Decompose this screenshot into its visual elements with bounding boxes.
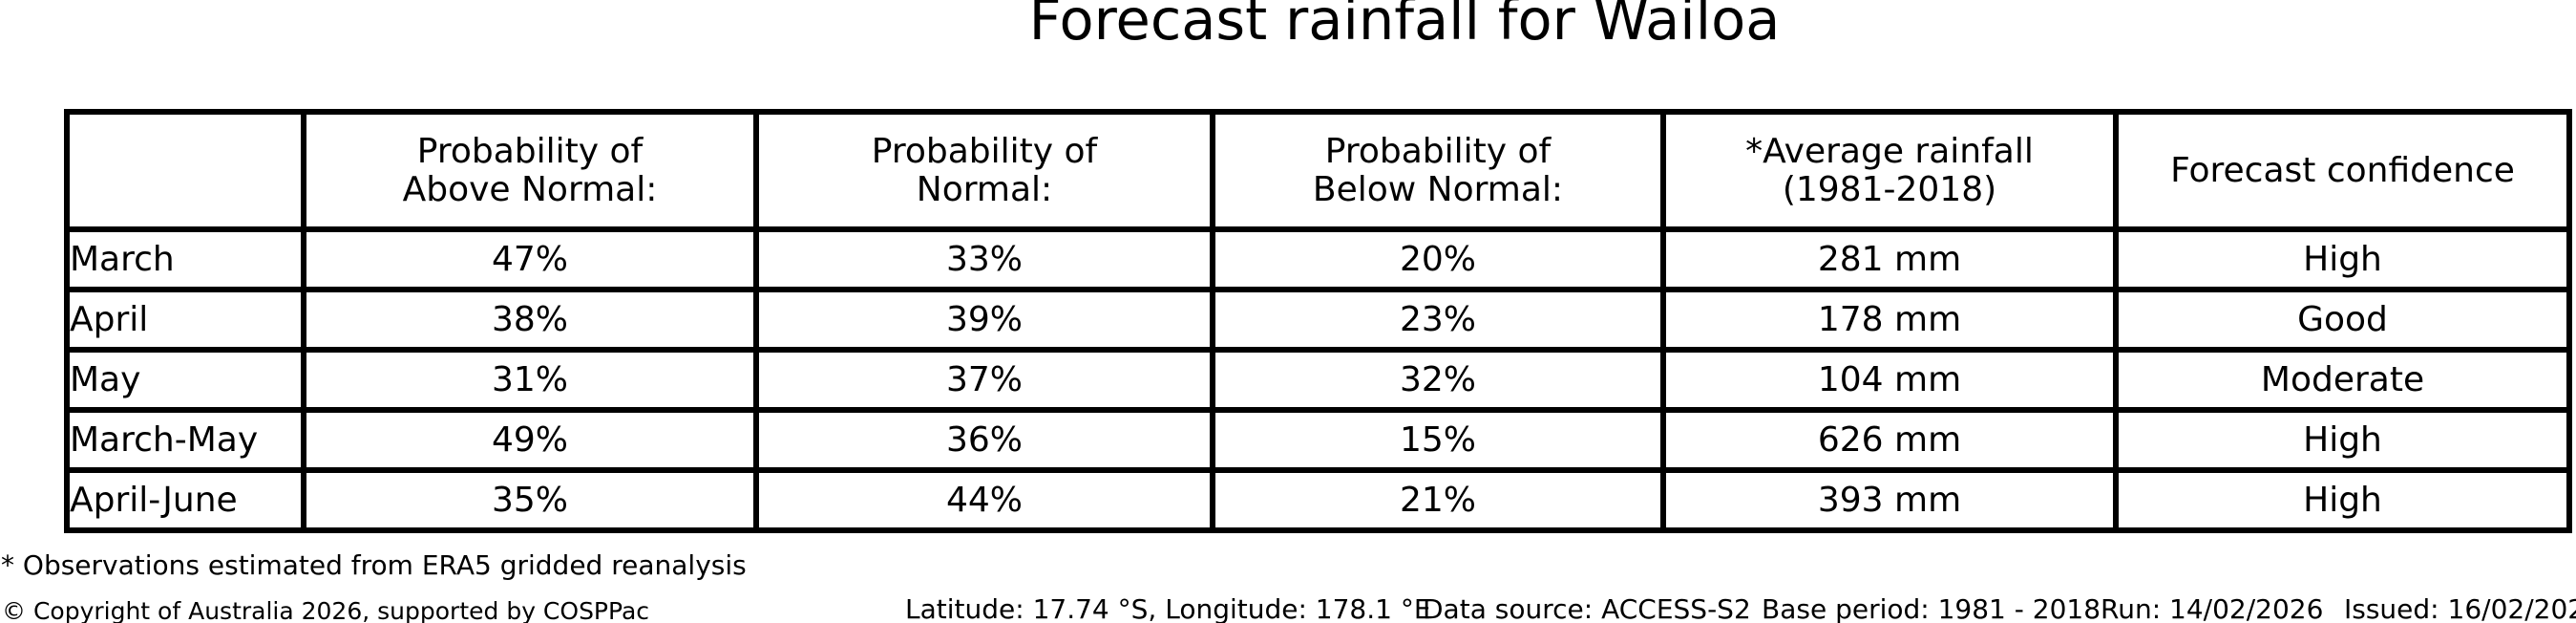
copyright-text: © Copyright of Australia 2026, supported…	[2, 597, 650, 623]
prob-normal-cell: 33%	[753, 226, 1215, 292]
col-header-prob-below: Probability of Below Normal:	[1210, 109, 1666, 232]
col-header-prob-normal: Probability of Normal:	[753, 109, 1215, 232]
row-label-cell: March	[64, 226, 306, 292]
prob-below-cell: 15%	[1210, 407, 1666, 473]
confidence-cell: High	[2113, 226, 2572, 292]
avg-rainfall-cell: 178 mm	[1660, 287, 2119, 353]
prob-normal-cell: 44%	[753, 467, 1215, 533]
data-source-text: Data source: ACCESS-S2	[1423, 593, 1751, 623]
prob-above-cell: 35%	[301, 467, 759, 533]
col-header-avg-rainfall: *Average rainfall (1981-2018)	[1660, 109, 2119, 232]
table-row-april: April 38% 39% 23% 178 mm Good	[64, 287, 2572, 353]
prob-above-cell: 47%	[301, 226, 759, 292]
prob-below-cell: 20%	[1210, 226, 1666, 292]
run-date-text: Run: 14/02/2026	[2101, 593, 2324, 623]
col-header-prob-above: Probability of Above Normal:	[301, 109, 759, 232]
prob-normal-cell: 39%	[753, 287, 1215, 353]
base-period-text: Base period: 1981 - 2018	[1762, 593, 2101, 623]
prob-above-cell: 49%	[301, 407, 759, 473]
prob-normal-cell: 37%	[753, 347, 1215, 413]
prob-below-cell: 32%	[1210, 347, 1666, 413]
confidence-cell: Good	[2113, 287, 2572, 353]
avg-rainfall-cell: 393 mm	[1660, 467, 2119, 533]
row-label-cell: April	[64, 287, 306, 353]
avg-rainfall-cell: 626 mm	[1660, 407, 2119, 473]
row-label-cell: April-June	[64, 467, 306, 533]
location-text: Latitude: 17.74 °S, Longitude: 178.1 °E	[905, 593, 1431, 623]
table-row-march-may: March-May 49% 36% 15% 626 mm High	[64, 407, 2572, 473]
header-row: Probability of Above Normal: Probability…	[64, 109, 2572, 232]
avg-rainfall-cell: 281 mm	[1660, 226, 2119, 292]
table-row-april-june: April-June 35% 44% 21% 393 mm High	[64, 467, 2572, 533]
confidence-cell: High	[2113, 407, 2572, 473]
prob-above-cell: 38%	[301, 287, 759, 353]
prob-normal-cell: 36%	[753, 407, 1215, 473]
row-label-cell: May	[64, 347, 306, 413]
avg-rainfall-cell: 104 mm	[1660, 347, 2119, 413]
footnote: * Observations estimated from ERA5 gridd…	[1, 549, 747, 581]
prob-below-cell: 23%	[1210, 287, 1666, 353]
table-row-may: May 31% 37% 32% 104 mm Moderate	[64, 347, 2572, 413]
col-header-confidence: Forecast confidence	[2113, 109, 2572, 232]
table-row-march: March 47% 33% 20% 281 mm High	[64, 226, 2572, 292]
row-label-cell: March-May	[64, 407, 306, 473]
figure-title: Forecast rainfall for Wailoa	[1028, 0, 1781, 53]
prob-below-cell: 21%	[1210, 467, 1666, 533]
prob-above-cell: 31%	[301, 347, 759, 413]
corner-cell	[64, 109, 306, 232]
issued-date-text: Issued: 16/02/2026	[2344, 593, 2576, 623]
confidence-cell: High	[2113, 467, 2572, 533]
forecast-table: Probability of Above Normal: Probability…	[64, 109, 2572, 533]
confidence-cell: Moderate	[2113, 347, 2572, 413]
